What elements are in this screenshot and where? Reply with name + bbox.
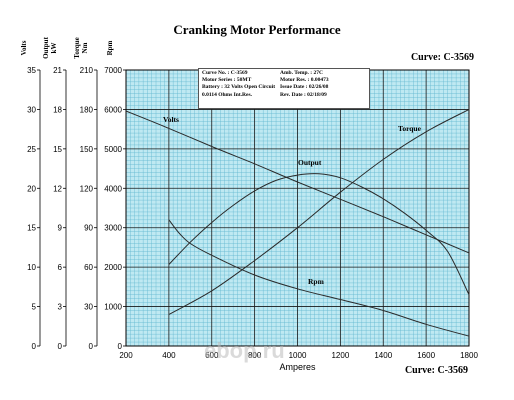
y-axis-title: Volts: [20, 40, 28, 55]
curve-label-top: Curve: C-3569: [410, 52, 474, 63]
y-tick-label: 30: [84, 303, 93, 312]
watermark-logo: ebop.ru: [204, 338, 285, 363]
y-axis-title: Torque: [73, 37, 81, 58]
y-tick-label: 6: [58, 263, 63, 272]
y-tick-label: 60: [84, 263, 93, 272]
info-row-4: 0.0114 Ohms Int.Res. Rev. Date : 02/18/0…: [202, 92, 366, 99]
y-tick-label: 20: [27, 184, 36, 193]
y-tick-label: 90: [84, 224, 93, 233]
info-row-2: Motor Series : 50MT Motor Res. : 0.00473: [202, 77, 366, 84]
series-line-rpm: [168, 219, 470, 337]
info-rev-date: Rev. Date : 02/18/09: [280, 91, 327, 98]
y-tick-label: 3000: [104, 224, 122, 233]
info-motor-series: Motor Series : 50MT: [202, 77, 252, 84]
y-tick-label: 15: [53, 145, 62, 154]
y-axis-rpm: 0 1000 2000 3000 4000 5000 6000 7000 Rpm: [104, 40, 127, 351]
series-label-torque: Torque: [398, 124, 422, 133]
curve-label-bottom: Curve: C-3569: [404, 365, 468, 376]
y-tick-label: 18: [53, 105, 62, 114]
y-tick-label: 1000: [104, 303, 122, 312]
series-label-volts: Volts: [163, 115, 179, 124]
info-amb-temp: Amb. Temp. : 27C: [280, 70, 323, 76]
x-tick-label: 200: [119, 351, 133, 360]
y-tick-label: 30: [27, 105, 36, 114]
x-axis-label: Amperes: [279, 362, 316, 372]
info-int-res: 0.0114 Ohms Int.Res.: [202, 91, 252, 98]
chart-title: Cranking Motor Performance: [173, 22, 341, 37]
y-tick-label: 5000: [104, 145, 122, 154]
y-tick-label: 0: [58, 342, 63, 351]
y-tick-label: 12: [53, 184, 62, 193]
y-tick-label: 0: [89, 342, 94, 351]
info-battery: Battery : 32 Volts Open Circuit: [202, 84, 276, 91]
y-axis-volts: 0 5 10 15 20 25 30 35 Volts: [20, 40, 41, 351]
y-tick-label: 4000: [104, 184, 122, 193]
y-tick-label: 7000: [104, 66, 122, 75]
y-tick-label: 210: [80, 66, 94, 75]
info-curve-no: Curve No. : C-3569: [202, 70, 248, 76]
y-tick-label: 3: [58, 303, 63, 312]
series-label-output: Output: [298, 158, 322, 167]
series-label-rpm: Rpm: [308, 277, 325, 286]
y-axis-torque-nm: 0 30 60 90 120 150 180 210 Torque Nm: [73, 37, 98, 351]
y-tick-label: 6000: [104, 105, 122, 114]
series-line-torque: [168, 108, 470, 315]
x-tick-label: 1000: [289, 351, 307, 360]
y-axis-title: Output: [42, 36, 50, 58]
x-tick-label: 600: [205, 351, 219, 360]
y-tick-label: 150: [80, 145, 94, 154]
y-tick-label: 15: [27, 224, 36, 233]
x-tick-label: 800: [248, 351, 262, 360]
y-axis-title: kW: [50, 43, 58, 54]
info-issue-date: Issue Date : 02/26/08: [280, 84, 329, 91]
y-tick-label: 9: [58, 224, 63, 233]
info-row-1: Curve No. : C-3569 Amb. Temp. : 27C: [202, 70, 366, 77]
y-tick-label: 180: [80, 105, 94, 114]
x-tick-label: 1800: [460, 351, 478, 360]
y-tick-label: 21: [53, 66, 62, 75]
y-tick-label: 25: [27, 145, 36, 154]
series-line-volts: [125, 110, 470, 254]
y-tick-label: 120: [80, 184, 94, 193]
info-row-3: Battery : 32 Volts Open Circuit Issue Da…: [202, 84, 366, 91]
y-axis-title: Nm: [81, 42, 89, 53]
y-tick-label: 0: [32, 342, 37, 351]
info-motor-res: Motor Res. : 0.00473: [280, 77, 329, 84]
x-tick-label: 400: [162, 351, 176, 360]
y-tick-label: 10: [27, 263, 36, 272]
y-tick-label: 35: [27, 66, 36, 75]
motor-info-box: Curve No. : C-3569 Amb. Temp. : 27C Moto…: [198, 68, 370, 109]
y-tick-label: 2000: [104, 263, 122, 272]
x-tick-label: 1600: [417, 351, 435, 360]
x-tick-label: 1200: [331, 351, 349, 360]
y-tick-label: 5: [32, 303, 37, 312]
y-axis-title: Rpm: [106, 40, 114, 55]
series-line-output: [168, 173, 470, 295]
x-tick-label: 1400: [374, 351, 392, 360]
y-tick-label: 0: [118, 342, 123, 351]
